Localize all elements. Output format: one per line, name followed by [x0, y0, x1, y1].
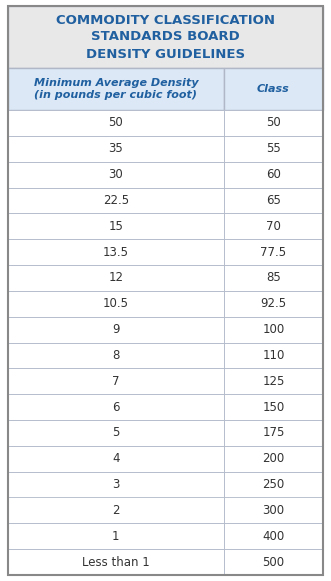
Bar	[224, 162, 323, 188]
Bar	[224, 110, 323, 136]
Bar	[8, 162, 224, 188]
Text: 5: 5	[112, 426, 119, 439]
Bar	[8, 110, 224, 136]
Text: COMMODITY CLASSIFICATION
STANDARDS BOARD
DENSITY GUIDELINES: COMMODITY CLASSIFICATION STANDARDS BOARD…	[56, 13, 275, 60]
Bar	[224, 523, 323, 549]
Text: 250: 250	[262, 478, 285, 491]
Text: 35: 35	[109, 142, 123, 155]
Text: 175: 175	[262, 426, 285, 439]
Text: 110: 110	[262, 349, 285, 362]
Text: 85: 85	[266, 271, 281, 285]
Text: 13.5: 13.5	[103, 246, 129, 259]
Text: 10.5: 10.5	[103, 297, 129, 310]
Text: Class: Class	[257, 84, 290, 94]
Text: 150: 150	[262, 400, 285, 414]
Bar	[8, 239, 224, 265]
Text: 9: 9	[112, 323, 119, 336]
Text: 400: 400	[262, 530, 285, 543]
Text: 125: 125	[262, 375, 285, 388]
Text: 12: 12	[108, 271, 123, 285]
Bar	[8, 188, 224, 213]
Text: 50: 50	[109, 116, 123, 130]
Bar	[8, 446, 224, 472]
Bar	[8, 343, 224, 368]
Bar	[8, 291, 224, 317]
Bar	[8, 472, 224, 497]
Bar	[224, 136, 323, 162]
Text: 100: 100	[262, 323, 285, 336]
Text: 200: 200	[262, 452, 285, 465]
Bar	[224, 497, 323, 523]
Bar	[224, 394, 323, 420]
Bar	[8, 6, 323, 68]
Bar	[224, 213, 323, 239]
Bar	[8, 265, 224, 291]
Bar	[224, 472, 323, 497]
Text: 7: 7	[112, 375, 119, 388]
Bar	[224, 239, 323, 265]
Bar	[224, 188, 323, 213]
Text: 92.5: 92.5	[260, 297, 286, 310]
Bar	[224, 317, 323, 343]
Text: 2: 2	[112, 504, 119, 517]
Text: 8: 8	[112, 349, 119, 362]
Bar	[224, 343, 323, 368]
Text: 70: 70	[266, 220, 281, 233]
Text: 300: 300	[262, 504, 284, 517]
Bar	[224, 420, 323, 446]
Bar	[8, 549, 224, 575]
Text: 50: 50	[266, 116, 281, 130]
Bar	[224, 446, 323, 472]
Text: 15: 15	[109, 220, 123, 233]
Bar	[8, 317, 224, 343]
Text: Minimum Average Density
(in pounds per cubic foot): Minimum Average Density (in pounds per c…	[33, 78, 198, 100]
Bar	[8, 68, 224, 110]
Text: 1: 1	[112, 530, 119, 543]
Bar	[224, 68, 323, 110]
Text: 4: 4	[112, 452, 119, 465]
Bar	[8, 420, 224, 446]
Bar	[224, 265, 323, 291]
Text: 30: 30	[109, 168, 123, 181]
Bar	[8, 368, 224, 394]
Bar	[8, 213, 224, 239]
Text: 65: 65	[266, 194, 281, 207]
Bar	[8, 497, 224, 523]
Bar	[224, 549, 323, 575]
Bar	[8, 136, 224, 162]
Text: 60: 60	[266, 168, 281, 181]
Bar	[224, 291, 323, 317]
Text: 6: 6	[112, 400, 119, 414]
Text: Less than 1: Less than 1	[82, 555, 150, 569]
Bar	[8, 523, 224, 549]
Text: 77.5: 77.5	[260, 246, 286, 259]
Bar	[224, 368, 323, 394]
Bar	[8, 394, 224, 420]
Text: 55: 55	[266, 142, 281, 155]
Text: 3: 3	[112, 478, 119, 491]
Text: 22.5: 22.5	[103, 194, 129, 207]
Text: 500: 500	[262, 555, 284, 569]
